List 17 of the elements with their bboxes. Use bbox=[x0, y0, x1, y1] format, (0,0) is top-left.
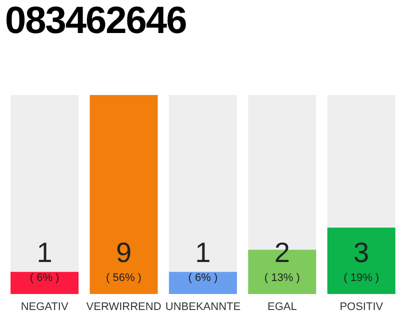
x-tick-label: EGAL bbox=[268, 300, 297, 313]
annotation: ( 13% ) bbox=[264, 272, 300, 284]
data-label: 3 bbox=[354, 237, 370, 268]
chart-title: 083462646 bbox=[5, 0, 186, 43]
x-tick-label: POSITIV bbox=[340, 300, 384, 313]
bar bbox=[168, 272, 237, 294]
data-label: 1 bbox=[36, 237, 52, 268]
x-tick-label: UNBEKANNTE bbox=[165, 300, 241, 313]
x-tick-label: VERWIRREND bbox=[86, 300, 162, 313]
annotation: ( 6% ) bbox=[188, 272, 218, 284]
annotation: ( 19% ) bbox=[344, 272, 380, 284]
bar bbox=[10, 272, 79, 294]
annotation: ( 56% ) bbox=[106, 272, 142, 284]
x-tick-label: NEGATIV bbox=[20, 300, 69, 313]
annotation: ( 6% ) bbox=[30, 272, 60, 284]
data-label: 9 bbox=[116, 237, 132, 268]
data-label: 1 bbox=[195, 237, 211, 268]
